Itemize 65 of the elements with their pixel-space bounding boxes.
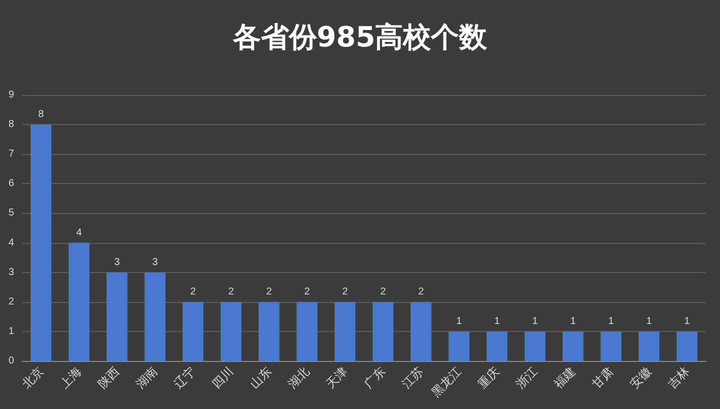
bar (106, 272, 128, 361)
bar (258, 302, 280, 361)
y-tick-label: 9 (8, 90, 14, 100)
y-tick-label: 6 (8, 178, 14, 190)
x-tick-label: 山东 (247, 364, 274, 391)
x-tick-label: 四川 (209, 364, 236, 391)
x-tick-label: 湖北 (285, 364, 312, 391)
y-tick-label: 5 (8, 208, 14, 219)
data-label: 2 (228, 286, 234, 298)
bar (600, 331, 622, 361)
x-tick-label: 上海 (57, 364, 84, 391)
bar (30, 124, 52, 361)
data-label: 4 (76, 227, 82, 238)
bar (372, 302, 394, 361)
bar (410, 302, 432, 361)
bar (486, 331, 508, 361)
bar (562, 331, 584, 361)
x-tick-label: 黑龙江 (428, 364, 464, 400)
bar (68, 242, 90, 361)
x-tick-label: 辽宁 (171, 364, 198, 391)
data-label: 2 (190, 286, 196, 298)
x-tick-label: 天津 (323, 364, 350, 391)
bar (524, 331, 546, 361)
x-tick-label: 甘肃 (589, 364, 616, 391)
x-tick-label: 陕西 (95, 364, 122, 391)
data-label: 8 (38, 109, 44, 120)
x-tick-label: 湖南 (133, 364, 160, 391)
data-label: 1 (608, 316, 614, 327)
bar (220, 302, 242, 361)
data-label: 1 (456, 316, 462, 327)
data-label: 2 (304, 286, 310, 298)
bar (638, 331, 660, 361)
x-tick-label: 吉林 (665, 364, 692, 391)
y-tick-label: 1 (8, 326, 14, 337)
x-tick-label: 重庆 (475, 364, 502, 391)
data-label: 2 (342, 286, 348, 298)
y-tick-label: 0 (8, 356, 14, 366)
bar (676, 331, 698, 361)
data-label: 3 (152, 256, 158, 268)
data-label: 1 (570, 316, 576, 327)
chart-title: 各省份985高校个数 (232, 20, 488, 54)
y-tick-label: 2 (8, 296, 14, 308)
y-tick-label: 8 (8, 119, 14, 130)
data-label: 2 (418, 286, 424, 298)
data-label: 2 (380, 286, 386, 298)
data-label: 1 (532, 316, 538, 327)
data-label: 2 (266, 286, 272, 298)
y-tick-label: 3 (8, 266, 14, 278)
y-tick-label: 7 (8, 148, 14, 160)
bar (144, 272, 166, 361)
data-label: 3 (114, 256, 120, 268)
bar (448, 331, 470, 361)
y-tick-label: 4 (8, 237, 14, 248)
bar (334, 302, 356, 361)
x-tick-label: 安徽 (627, 364, 654, 391)
x-tick-label: 福建 (551, 364, 578, 391)
bar (182, 302, 204, 361)
data-label: 1 (684, 316, 690, 327)
x-tick-label: 广东 (361, 364, 388, 391)
data-label: 1 (646, 316, 652, 327)
bar (296, 302, 318, 361)
x-tick-label: 江苏 (399, 364, 426, 391)
x-tick-label: 浙江 (513, 364, 540, 391)
x-tick-label: 北京 (19, 364, 46, 391)
data-label: 1 (494, 316, 500, 327)
